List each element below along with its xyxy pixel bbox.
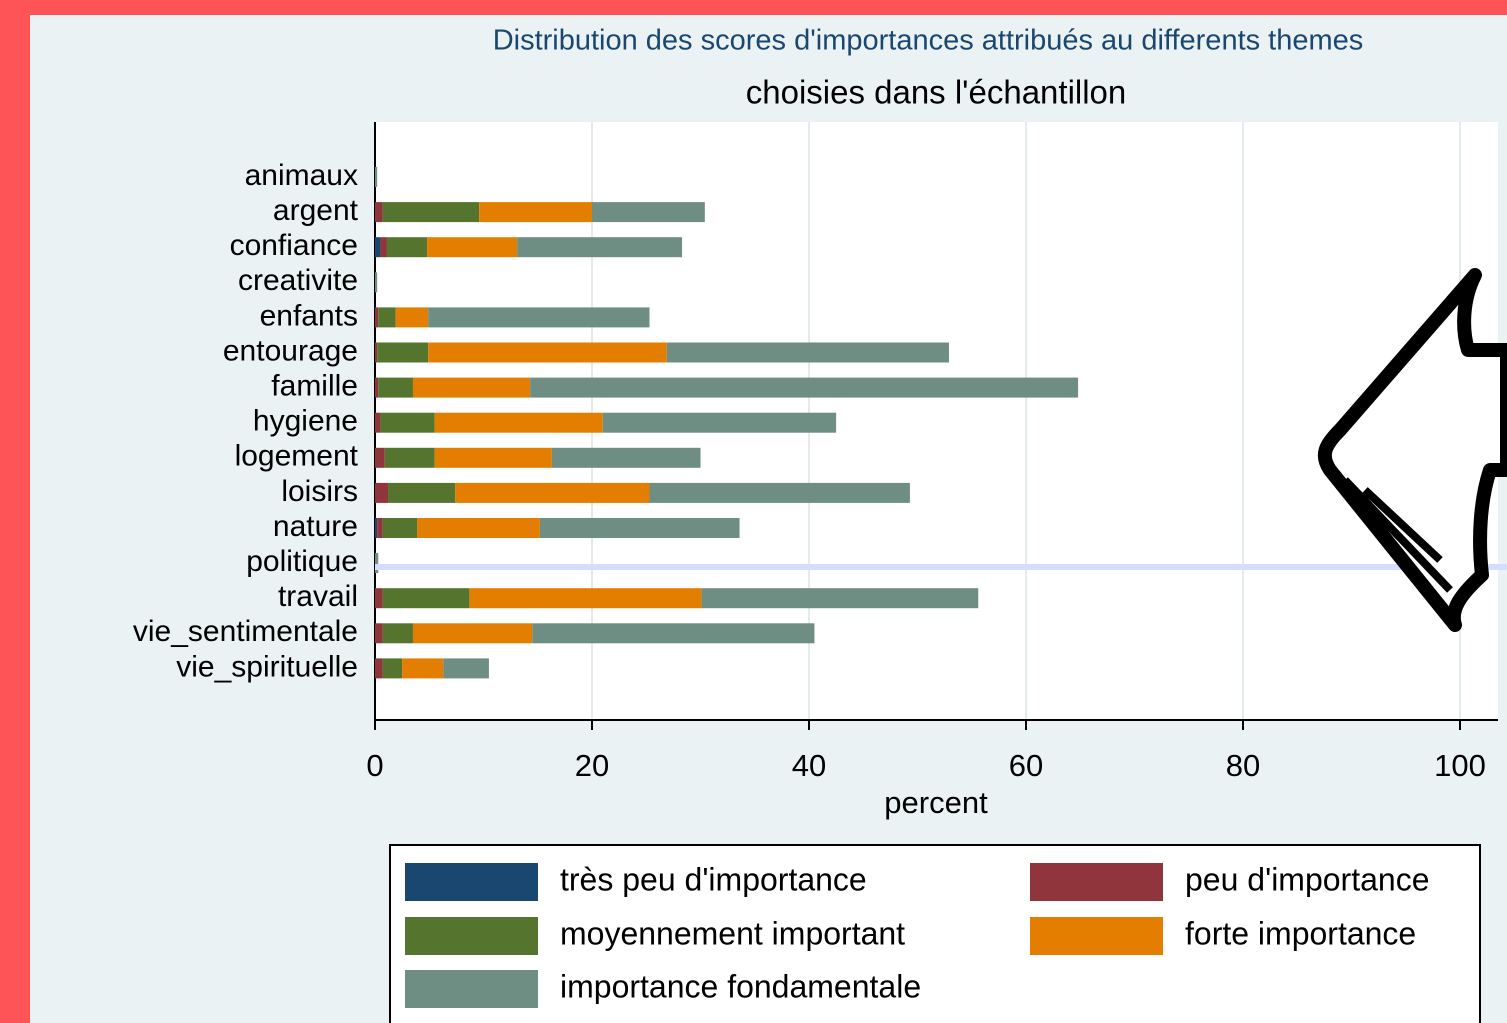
overlay (0, 0, 1507, 1023)
arrow-drawing (1325, 275, 1507, 625)
page: Distribution des scores d'importances at… (0, 0, 1507, 1023)
